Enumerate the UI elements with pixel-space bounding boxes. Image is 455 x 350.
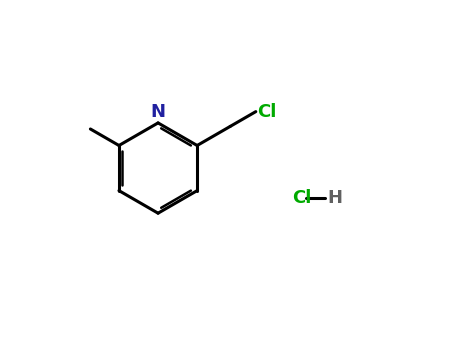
Text: H: H: [327, 189, 342, 206]
Text: N: N: [151, 103, 166, 121]
Text: Cl: Cl: [258, 103, 277, 121]
Text: Cl: Cl: [292, 189, 311, 206]
